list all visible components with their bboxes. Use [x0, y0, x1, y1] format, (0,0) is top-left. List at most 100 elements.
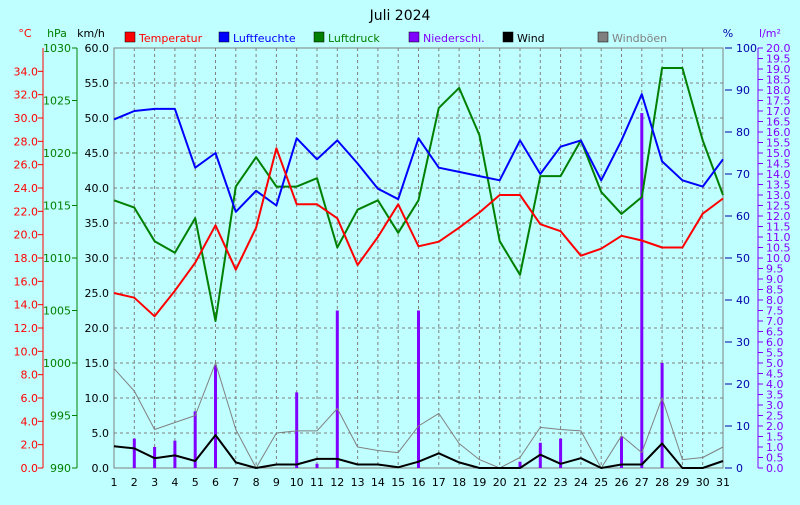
rain-axis-tick-label: 0.0 [766, 462, 784, 475]
pressure-axis-tick-label: 990 [50, 462, 71, 475]
rain-axis-tick-label: 5.5 [766, 347, 784, 360]
temp-axis-tick-label: 10.0 [14, 345, 39, 358]
rain-bar [559, 438, 563, 468]
wind-axis-tick-label: 20.0 [85, 322, 110, 335]
rain-bar [417, 310, 420, 468]
humidity-axis-tick-label: 50 [736, 252, 750, 265]
chart-title: Juli 2024 [369, 8, 431, 24]
legend-label-humidity: Luftfeuchte [233, 32, 296, 45]
rain-axis-tick-label: 4.0 [766, 378, 784, 391]
x-tick-label: 20 [493, 476, 507, 489]
x-tick-label: 19 [472, 476, 486, 489]
rain-axis-tick-label: 0.5 [766, 452, 784, 465]
wind-axis-tick-label: 40.0 [85, 182, 110, 195]
rain-bar [173, 440, 177, 468]
rain-axis-tick-label: 13.5 [766, 179, 791, 192]
rain-axis-tick-label: 18.5 [766, 74, 791, 87]
pressure-axis-tick-label: 1030 [43, 42, 71, 55]
x-tick-label: 4 [171, 476, 178, 489]
x-tick-label: 6 [212, 476, 219, 489]
series-line-windben [113, 362, 724, 469]
x-tick-label: 8 [253, 476, 260, 489]
wind-axis-tick-label: 0.0 [92, 462, 110, 475]
legend-swatch-pressure [313, 31, 325, 43]
pressure-axis-tick-label: 1015 [43, 200, 71, 213]
series-line-luftdruck [113, 67, 724, 322]
humidity-axis-tick-label: 0 [736, 462, 743, 475]
wind-axis-tick-label: 55.0 [85, 77, 110, 90]
x-tick-label: 7 [232, 476, 239, 489]
x-tick-label: 3 [151, 476, 158, 489]
temp-axis-tick-label: 26.0 [14, 159, 39, 172]
rain-axis-tick-label: 2.0 [766, 420, 784, 433]
x-tick-label: 27 [635, 476, 649, 489]
legend-swatch-humidity [218, 31, 230, 43]
temp-axis-tick-label: 2.0 [21, 439, 39, 452]
rain-axis-tick-label: 20.0 [766, 42, 791, 55]
rain-axis-tick-label: 5.0 [766, 357, 784, 370]
rain-bar [193, 411, 197, 468]
x-tick-label: 18 [452, 476, 466, 489]
humidity-axis-tick-label: 10 [736, 420, 750, 433]
rain-bar [518, 461, 522, 468]
legend-swatch-gust [597, 31, 609, 43]
temp-axis-tick-label: 28.0 [14, 135, 39, 148]
x-tick-label: 30 [696, 476, 710, 489]
rain-axis-unit: l/m² [759, 27, 781, 40]
x-tick-label: 9 [273, 476, 280, 489]
wind-axis-tick-label: 5.0 [92, 427, 110, 440]
rain-bar [640, 113, 644, 468]
rain-axis-tick-label: 17.5 [766, 95, 791, 108]
x-tick-label: 29 [675, 476, 689, 489]
legend-label-pressure: Luftdruck [328, 32, 380, 45]
legend: Temperatur Luftfeuchte Luftdruck Niederschl… [124, 31, 667, 45]
rain-axis-tick-label: 14.0 [766, 168, 791, 181]
series-line-luftfeuchte [113, 93, 724, 213]
rain-bar [315, 463, 319, 468]
wind-axis-tick-label: 35.0 [85, 217, 110, 230]
legend-label-wind: Wind [517, 32, 545, 45]
x-tick-label: 28 [655, 476, 669, 489]
temp-axis-tick-label: 12.0 [14, 322, 39, 335]
rain-axis-tick-label: 1.5 [766, 431, 784, 444]
pressure-axis-tick-label: 995 [50, 410, 71, 423]
rain-axis-tick-label: 9.5 [766, 263, 784, 276]
legend-label-rain: Niederschl. [423, 32, 485, 45]
wind-axis-unit: km/h [77, 27, 105, 40]
wind-axis-tick-label: 25.0 [85, 287, 110, 300]
humidity-axis-tick-label: 100 [736, 42, 757, 55]
temp-axis-tick-label: 24.0 [14, 182, 39, 195]
rain-axis-tick-label: 6.0 [766, 336, 784, 349]
x-tick-label: 13 [351, 476, 365, 489]
wind-axis-tick-label: 50.0 [85, 112, 110, 125]
x-tick-label: 12 [330, 476, 344, 489]
series-line-temperatur [113, 147, 724, 318]
temp-axis-tick-label: 4.0 [21, 415, 39, 428]
x-tick-label: 22 [533, 476, 547, 489]
x-tick-label: 10 [290, 476, 304, 489]
rain-axis-tick-label: 13.0 [766, 189, 791, 202]
rain-axis-tick-label: 16.0 [766, 126, 791, 139]
humidity-axis-unit: % [723, 27, 733, 40]
temp-axis-tick-label: 32.0 [14, 89, 39, 102]
pressure-axis-tick-label: 1020 [43, 147, 71, 160]
temp-axis-tick-label: 0.0 [21, 462, 39, 475]
temp-axis-tick-label: 16.0 [14, 275, 39, 288]
humidity-axis-tick-label: 30 [736, 336, 750, 349]
rain-axis-tick-label: 15.0 [766, 147, 791, 160]
humidity-axis-tick-label: 20 [736, 378, 750, 391]
x-tick-label: 31 [716, 476, 730, 489]
x-tick-label: 24 [574, 476, 588, 489]
wind-axis-tick-label: 45.0 [85, 147, 110, 160]
pressure-axis-tick-label: 1005 [43, 305, 71, 318]
humidity-axis-tick-label: 70 [736, 168, 750, 181]
rain-axis-tick-label: 15.5 [766, 137, 791, 150]
x-tick-label: 11 [310, 476, 324, 489]
temp-axis-tick-label: 18.0 [14, 252, 39, 265]
rain-axis-tick-label: 8.5 [766, 284, 784, 297]
wind-axis-tick-label: 60.0 [85, 42, 110, 55]
x-tick-label: 2 [131, 476, 138, 489]
wind-axis-tick-label: 30.0 [85, 252, 110, 265]
